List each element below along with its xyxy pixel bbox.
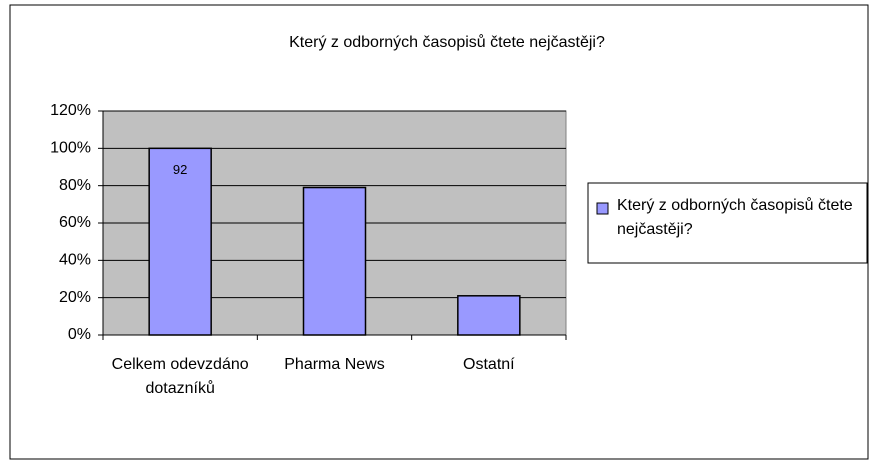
legend-label: Který z odborných časopisů čtete nejčast…	[617, 197, 853, 238]
x-tick-label: Pharma News	[284, 356, 385, 373]
y-tick-label: 20%	[59, 289, 91, 306]
y-tick-label: 0%	[68, 326, 91, 343]
y-tick-label: 60%	[59, 214, 91, 231]
legend-box	[587, 182, 868, 264]
y-tick-label: 40%	[59, 252, 91, 269]
x-tick-label: Celkem odevzdáno dotazníků	[111, 356, 249, 397]
x-tick-label: Ostatní	[463, 356, 515, 373]
chart-title: Který z odborných časopisů čtete nejčast…	[289, 33, 605, 51]
annotation: 92	[173, 162, 187, 177]
chart-border	[9, 4, 869, 460]
y-tick-label: 100%	[50, 140, 91, 157]
bar	[457, 295, 521, 336]
bar	[302, 186, 367, 336]
y-tick-label: 80%	[59, 177, 91, 194]
legend-swatch	[596, 202, 609, 215]
y-tick-label: 120%	[50, 102, 91, 119]
bar	[148, 147, 212, 336]
